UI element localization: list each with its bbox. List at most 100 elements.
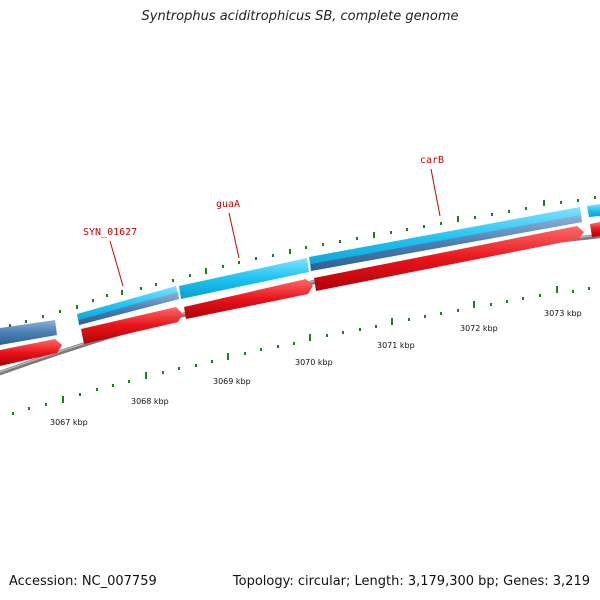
outer-tick <box>440 222 442 225</box>
outer-tick <box>42 315 44 318</box>
forward-strand-features <box>0 204 600 345</box>
outer-tick <box>390 231 392 234</box>
inner-tick <box>326 334 328 337</box>
outer-tick <box>189 274 191 277</box>
outer-tick <box>406 228 408 231</box>
outer-tick <box>106 294 108 297</box>
forward-cds-2-band <box>79 292 179 325</box>
outer-tick <box>121 290 123 295</box>
inner-tick <box>473 301 475 308</box>
outer-tick <box>543 200 545 206</box>
inner-tick <box>195 364 197 367</box>
outer-tick <box>59 310 61 313</box>
inner-tick <box>145 372 147 379</box>
scale-label: 3067 kbp <box>50 418 88 427</box>
inner-tick <box>260 348 262 351</box>
outer-tick <box>305 246 307 249</box>
gene-leader-line <box>228 212 240 259</box>
inner-tick <box>359 328 361 331</box>
forward-cds-5 <box>587 204 600 217</box>
outer-tick <box>272 254 274 257</box>
inner-tick <box>227 353 229 360</box>
gene-label: guaA <box>216 199 240 210</box>
gene-leader-line <box>109 240 124 287</box>
reverse-strand-features <box>0 222 600 366</box>
inner-tick <box>572 290 574 293</box>
inner-tick <box>440 312 442 315</box>
outer-tick <box>25 320 27 323</box>
backbone-highlight <box>0 234 600 373</box>
outer-tick <box>205 268 207 274</box>
inner-tick <box>96 388 98 391</box>
outer-tick <box>474 216 476 219</box>
forward-cds-3 <box>179 258 309 299</box>
outer-tick <box>172 279 174 282</box>
scale-label: 3073 kbp <box>544 309 582 318</box>
outer-tick <box>356 237 358 240</box>
outer-tick <box>339 240 341 243</box>
outer-tick <box>289 249 291 254</box>
inner-tick <box>490 303 492 306</box>
inner-tick <box>211 360 213 363</box>
outer-tick <box>9 324 11 327</box>
forward-cds-4-band <box>311 215 582 271</box>
inner-tick <box>244 352 246 355</box>
inner-tick <box>277 345 279 348</box>
backbone <box>0 233 600 376</box>
inner-tick <box>391 318 393 325</box>
outer-tick <box>255 257 257 260</box>
inner-tick <box>342 331 344 334</box>
outer-tick <box>423 225 425 228</box>
reverse-cds-2 <box>81 307 183 344</box>
accession-text: Accession: NC_007759 <box>9 574 157 589</box>
outer-tick <box>373 232 375 238</box>
outer-tick <box>457 216 459 222</box>
reverse-cds-3 <box>184 279 313 319</box>
outer-tick <box>508 210 510 213</box>
outer-tick <box>491 213 493 216</box>
scale-labels: 3067 kbp 3068 kbp 3069 kbp 3070 kbp 3071… <box>50 309 582 427</box>
inner-tick <box>293 342 295 345</box>
inner-tick <box>588 287 590 290</box>
scale-label: 3069 kbp <box>213 377 251 386</box>
inner-tick <box>539 294 541 297</box>
outer-tick <box>322 243 324 246</box>
gene-label: SYN_01627 <box>83 227 137 238</box>
outer-tick <box>222 265 224 268</box>
inner-tick <box>112 384 114 387</box>
inner-tick <box>128 380 130 383</box>
reverse-cds-4 <box>314 226 584 291</box>
outer-tick <box>140 287 142 290</box>
outer-tick <box>92 299 94 302</box>
gene-leader-line <box>430 168 441 217</box>
outer-tick <box>238 261 240 264</box>
outer-tick <box>577 199 579 202</box>
inner-tick <box>375 325 377 328</box>
inner-ticks <box>12 286 590 415</box>
inner-tick <box>556 286 558 293</box>
outer-tick <box>594 196 596 199</box>
scale-label: 3072 kbp <box>460 324 498 333</box>
inner-tick <box>178 367 180 370</box>
inner-tick <box>506 300 508 303</box>
inner-tick <box>309 334 311 341</box>
scale-label: 3070 kbp <box>295 358 333 367</box>
inner-tick <box>45 403 47 406</box>
genome-summary-text: Topology: circular; Length: 3,179,300 bp… <box>232 574 590 589</box>
inner-tick <box>162 371 164 374</box>
inner-tick <box>62 396 64 403</box>
reverse-cds-1 <box>0 339 62 366</box>
reverse-cds-5 <box>590 222 600 237</box>
inner-tick <box>79 393 81 396</box>
scale-label: 3071 kbp <box>377 341 415 350</box>
inner-tick <box>457 309 459 312</box>
inner-tick <box>522 297 524 300</box>
map-title: Syntrophus aciditrophicus SB, complete g… <box>141 9 459 24</box>
outer-tick <box>525 207 527 210</box>
outer-tick <box>76 305 78 309</box>
outer-tick <box>560 201 562 204</box>
inner-tick <box>28 407 30 410</box>
scale-label: 3068 kbp <box>131 397 169 406</box>
outer-ticks <box>9 196 596 327</box>
